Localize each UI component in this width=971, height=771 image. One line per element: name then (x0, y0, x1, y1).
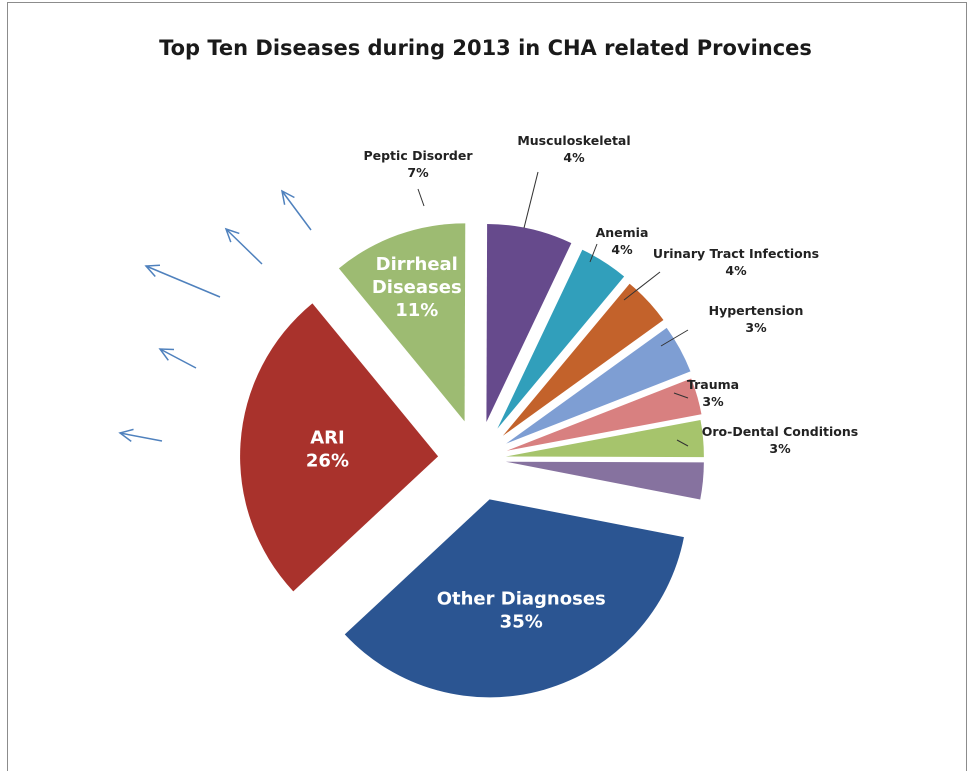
pie-slice-hypertension (506, 378, 702, 451)
slice-label: Other Diagnoses (437, 588, 606, 609)
pie-slice-oro-dental-conditions (505, 461, 704, 500)
slice-percent: 11% (395, 300, 438, 321)
slice-label: Anemia (596, 225, 649, 240)
pie-slice-anemia (502, 283, 664, 436)
arrow-line (145, 265, 221, 298)
leader-line (623, 271, 661, 301)
slice-label: Oro-Dental Conditions (702, 424, 858, 439)
slice-label: ARI (310, 428, 345, 449)
slice-percent: 26% (306, 451, 349, 472)
slice-percent: 35% (500, 611, 543, 632)
arrow-line (225, 228, 263, 265)
pie-slice-dirrheal-diseases (338, 223, 466, 422)
pie-slice-peptic-disorder (486, 223, 572, 422)
pie-slice-ari (240, 303, 439, 592)
slice-percent: 4% (725, 263, 747, 278)
leader-line (676, 439, 689, 447)
leader-line (523, 171, 539, 229)
slice-label: Musculoskeletal (517, 133, 630, 148)
arrow-head-icon (280, 189, 295, 205)
pie-slice-other-diagnoses (344, 499, 684, 698)
arrow-line (159, 348, 197, 369)
slice-percent: 7% (407, 165, 429, 180)
slice-label: Hypertension (709, 303, 804, 318)
leader-line (660, 329, 689, 347)
pie-slice-urinary-tract-infections (506, 327, 691, 444)
leader-line (589, 243, 598, 263)
slice-label: Urinary Tract Infections (653, 246, 819, 261)
slice-label: Diseases (372, 277, 462, 298)
chart-title: Top Ten Diseases during 2013 in CHA rela… (159, 36, 812, 60)
arrow-head-icon (118, 428, 134, 442)
arrow-head-icon (158, 348, 175, 361)
pie-slice-trauma (505, 420, 704, 458)
slice-percent: 3% (702, 394, 724, 409)
leader-line (673, 392, 689, 399)
slice-percent: 4% (563, 150, 585, 165)
slice-percent: 4% (611, 242, 633, 257)
slice-percent: 3% (769, 441, 791, 456)
slice-label: Dirrheal (376, 254, 458, 275)
arrow-line (119, 432, 163, 442)
arrow-head-icon (144, 264, 161, 277)
slice-label: Trauma (687, 377, 739, 392)
slice-percent: 3% (745, 320, 767, 335)
slice-label: Peptic Disorder (363, 148, 473, 163)
leader-line (417, 188, 425, 207)
pie-slice-musculoskeletal (497, 249, 625, 429)
arrow-line (281, 190, 312, 231)
arrow-head-icon (224, 227, 240, 243)
